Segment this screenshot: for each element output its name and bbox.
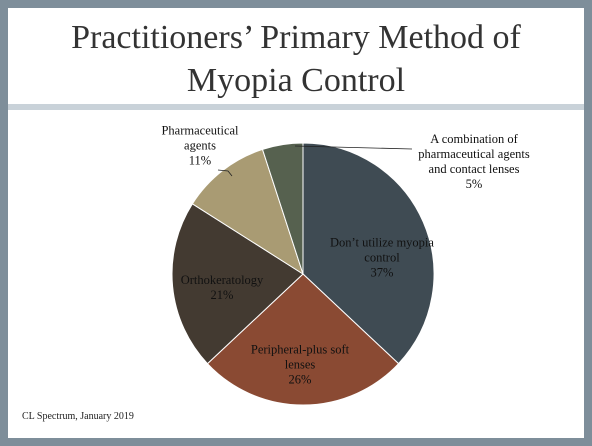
data-label: Peripheral-plus soft lenses 26% [250, 343, 350, 388]
title-band [8, 104, 584, 110]
pie [171, 142, 435, 406]
data-label-category: A combination of pharmaceutical agents a… [418, 132, 530, 176]
data-label-value: 26% [288, 372, 312, 387]
data-label-category: Pharmaceutical agents [161, 123, 239, 153]
data-label-category: Peripheral-plus soft lenses [250, 342, 350, 372]
pie-slice [261, 142, 304, 275]
data-label-value: 5% [465, 177, 483, 191]
data-label: A combination of pharmaceutical agents a… [409, 132, 539, 192]
data-label-value: 37% [370, 265, 394, 280]
data-label-value: 11% [188, 153, 212, 168]
data-label: Don’t utilize myopia control 37% [327, 236, 437, 281]
chart-title: Practitioners’ Primary Method of Myopia … [8, 16, 584, 102]
leader-line [294, 145, 413, 150]
data-label-value: 21% [210, 288, 234, 302]
source-note: CL Spectrum, January 2019 [22, 411, 134, 422]
pie-slice [302, 142, 435, 365]
chart-title-text: Practitioners’ Primary Method of Myopia … [71, 19, 521, 99]
data-label: Pharmaceutical agents 11% [145, 124, 255, 169]
pie-slice [171, 203, 304, 365]
data-label-category: Don’t utilize myopia control [330, 235, 434, 265]
data-label: Orthokeratology 21% [167, 273, 277, 303]
leader-line [217, 169, 233, 177]
pie-slice [206, 273, 400, 406]
data-label-category: Orthokeratology [180, 273, 264, 287]
